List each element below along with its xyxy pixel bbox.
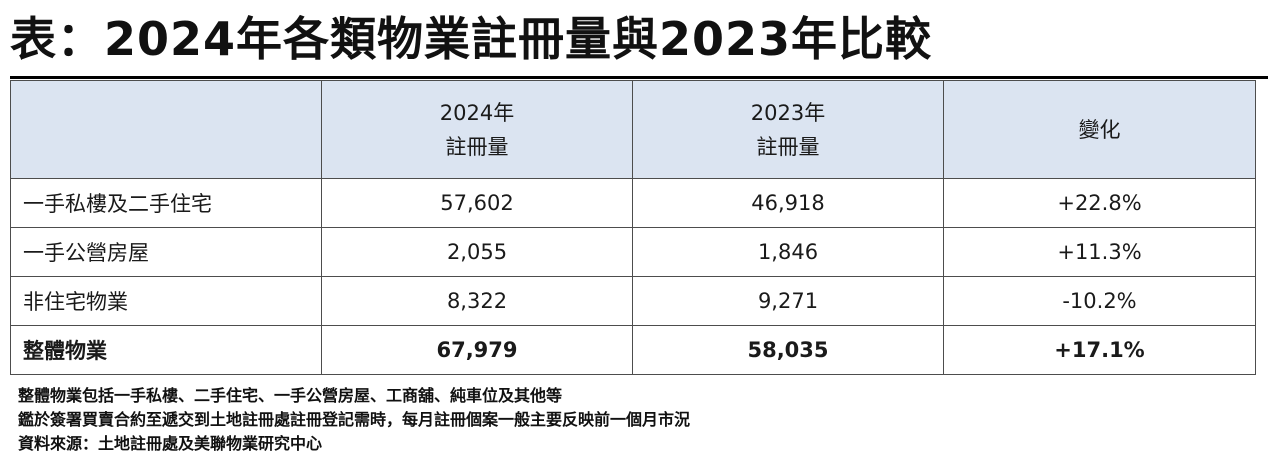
row-2024-value: 2,055 [321, 227, 633, 277]
registration-table: 2024年 註冊量 2023年 註冊量 變化 一手私樓及二手住宅 57,602 … [10, 80, 1256, 375]
row-category: 非住宅物業 [10, 276, 322, 326]
header-2023-label: 註冊量 [756, 134, 820, 159]
header-change-label: 變化 [1078, 117, 1121, 142]
footnote-source: 資料來源：土地註冊處及美聯物業研究中心 [18, 434, 323, 453]
row-category: 整體物業 [10, 325, 322, 375]
title-underline [10, 76, 1268, 79]
page-title: 表：2024年各類物業註冊量與2023年比較 [10, 12, 933, 66]
footnote-scope: 整體物業包括一手私樓、二手住宅、一手公營房屋、工商舖、純車位及其他等 [18, 386, 563, 405]
footnotes: 整體物業包括一手私樓、二手住宅、一手公營房屋、工商舖、純車位及其他等 鑑於簽署買… [18, 384, 690, 456]
table-row: 一手公營房屋 2,055 1,846 +11.3% [10, 227, 1256, 277]
table-row-total: 整體物業 67,979 58,035 +17.1% [10, 325, 1256, 375]
row-change: -10.2% [943, 276, 1256, 326]
row-2023-value: 46,918 [632, 178, 944, 228]
header-2024-year: 2024年 [439, 100, 515, 125]
row-2023-value: 58,035 [632, 325, 944, 375]
header-category [10, 80, 322, 179]
header-2023-year: 2023年 [750, 100, 826, 125]
row-2023-value: 9,271 [632, 276, 944, 326]
row-2024-value: 57,602 [321, 178, 633, 228]
header-change: 變化 [943, 80, 1256, 179]
table-header-row: 2024年 註冊量 2023年 註冊量 變化 [10, 80, 1256, 179]
header-2023: 2023年 註冊量 [632, 80, 944, 179]
table-row: 一手私樓及二手住宅 57,602 46,918 +22.8% [10, 178, 1256, 228]
table-row: 非住宅物業 8,322 9,271 -10.2% [10, 276, 1256, 326]
row-change: +17.1% [943, 325, 1256, 375]
row-change: +22.8% [943, 178, 1256, 228]
header-2024: 2024年 註冊量 [321, 80, 633, 179]
row-change: +11.3% [943, 227, 1256, 277]
row-2023-value: 1,846 [632, 227, 944, 277]
row-category: 一手公營房屋 [10, 227, 322, 277]
row-category: 一手私樓及二手住宅 [10, 178, 322, 228]
row-2024-value: 67,979 [321, 325, 633, 375]
row-2024-value: 8,322 [321, 276, 633, 326]
footnote-timing: 鑑於簽署買賣合約至遞交到土地註冊處註冊登記需時，每月註冊個案一般主要反映前一個月… [18, 410, 691, 429]
header-2024-label: 註冊量 [445, 134, 509, 159]
